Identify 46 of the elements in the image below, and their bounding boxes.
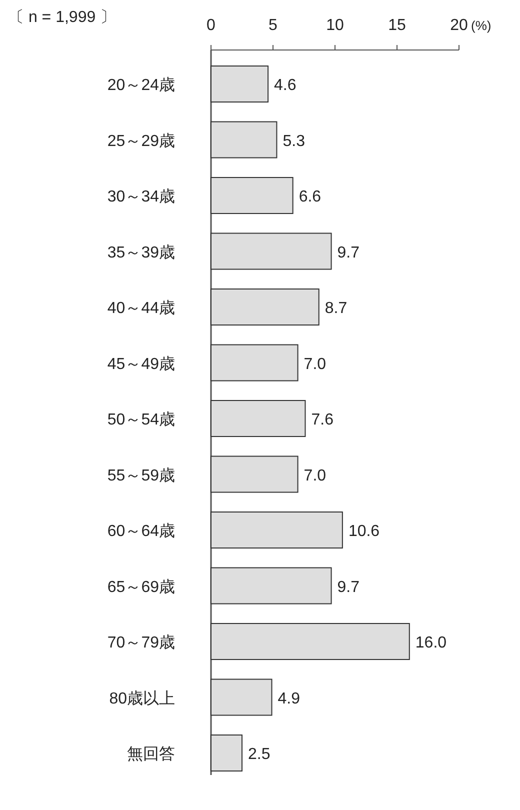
data-label: 4.9 [278, 690, 300, 708]
bar [210, 232, 332, 270]
bar [210, 400, 306, 437]
bar [210, 288, 320, 326]
y-tick-label: 30～34歳 [107, 188, 175, 206]
x-tick-label: 0 [206, 17, 216, 34]
bar [210, 121, 278, 158]
bar [210, 678, 272, 716]
data-label: 9.7 [337, 244, 360, 262]
data-label: 9.7 [337, 578, 360, 596]
y-tick-label: 無回答 [127, 746, 175, 763]
data-label: 7.0 [304, 467, 326, 484]
bar [210, 177, 294, 214]
y-tick-label: 55～59歳 [107, 466, 175, 484]
data-label: 5.3 [282, 132, 306, 150]
data-label: 2.5 [248, 746, 270, 763]
y-tick-label: 40～44歳 [107, 299, 175, 317]
bar [210, 456, 298, 493]
bar [210, 512, 343, 548]
y-tick-label: 45～49歳 [107, 354, 175, 373]
y-tick-label: 70～79歳 [107, 634, 175, 652]
bar [210, 567, 332, 604]
y-tick-label: 80歳以上 [109, 689, 175, 708]
y-tick-label: 35～39歳 [107, 243, 175, 262]
y-tick-label: 60～64歳 [107, 522, 175, 540]
bar [210, 344, 298, 382]
data-label: 7.0 [304, 356, 326, 373]
data-label: 4.6 [274, 77, 296, 94]
x-tick-label: 15 [388, 17, 406, 34]
y-tick-label: 20～24歳 [107, 76, 175, 94]
data-label: 6.6 [298, 188, 322, 206]
y-tick-label: 25～29歳 [107, 132, 175, 150]
data-label: 10.6 [348, 523, 380, 540]
x-axis-title: (%) [471, 18, 492, 33]
bar [210, 734, 242, 772]
x-tick-label: 10 [326, 17, 344, 34]
text: 〔 n = 1,999 〕 [8, 9, 116, 26]
x-tick-label: 20 [450, 17, 468, 34]
x-tick-label: 5 [268, 17, 278, 34]
bar [210, 623, 410, 660]
y-tick-label: 50～54歳 [107, 410, 175, 428]
bar [210, 66, 269, 102]
data-label: 8.7 [324, 300, 348, 317]
data-label: 16.0 [415, 634, 447, 652]
data-label: 7.6 [311, 412, 334, 428]
y-tick-label: 65～69歳 [107, 578, 175, 596]
